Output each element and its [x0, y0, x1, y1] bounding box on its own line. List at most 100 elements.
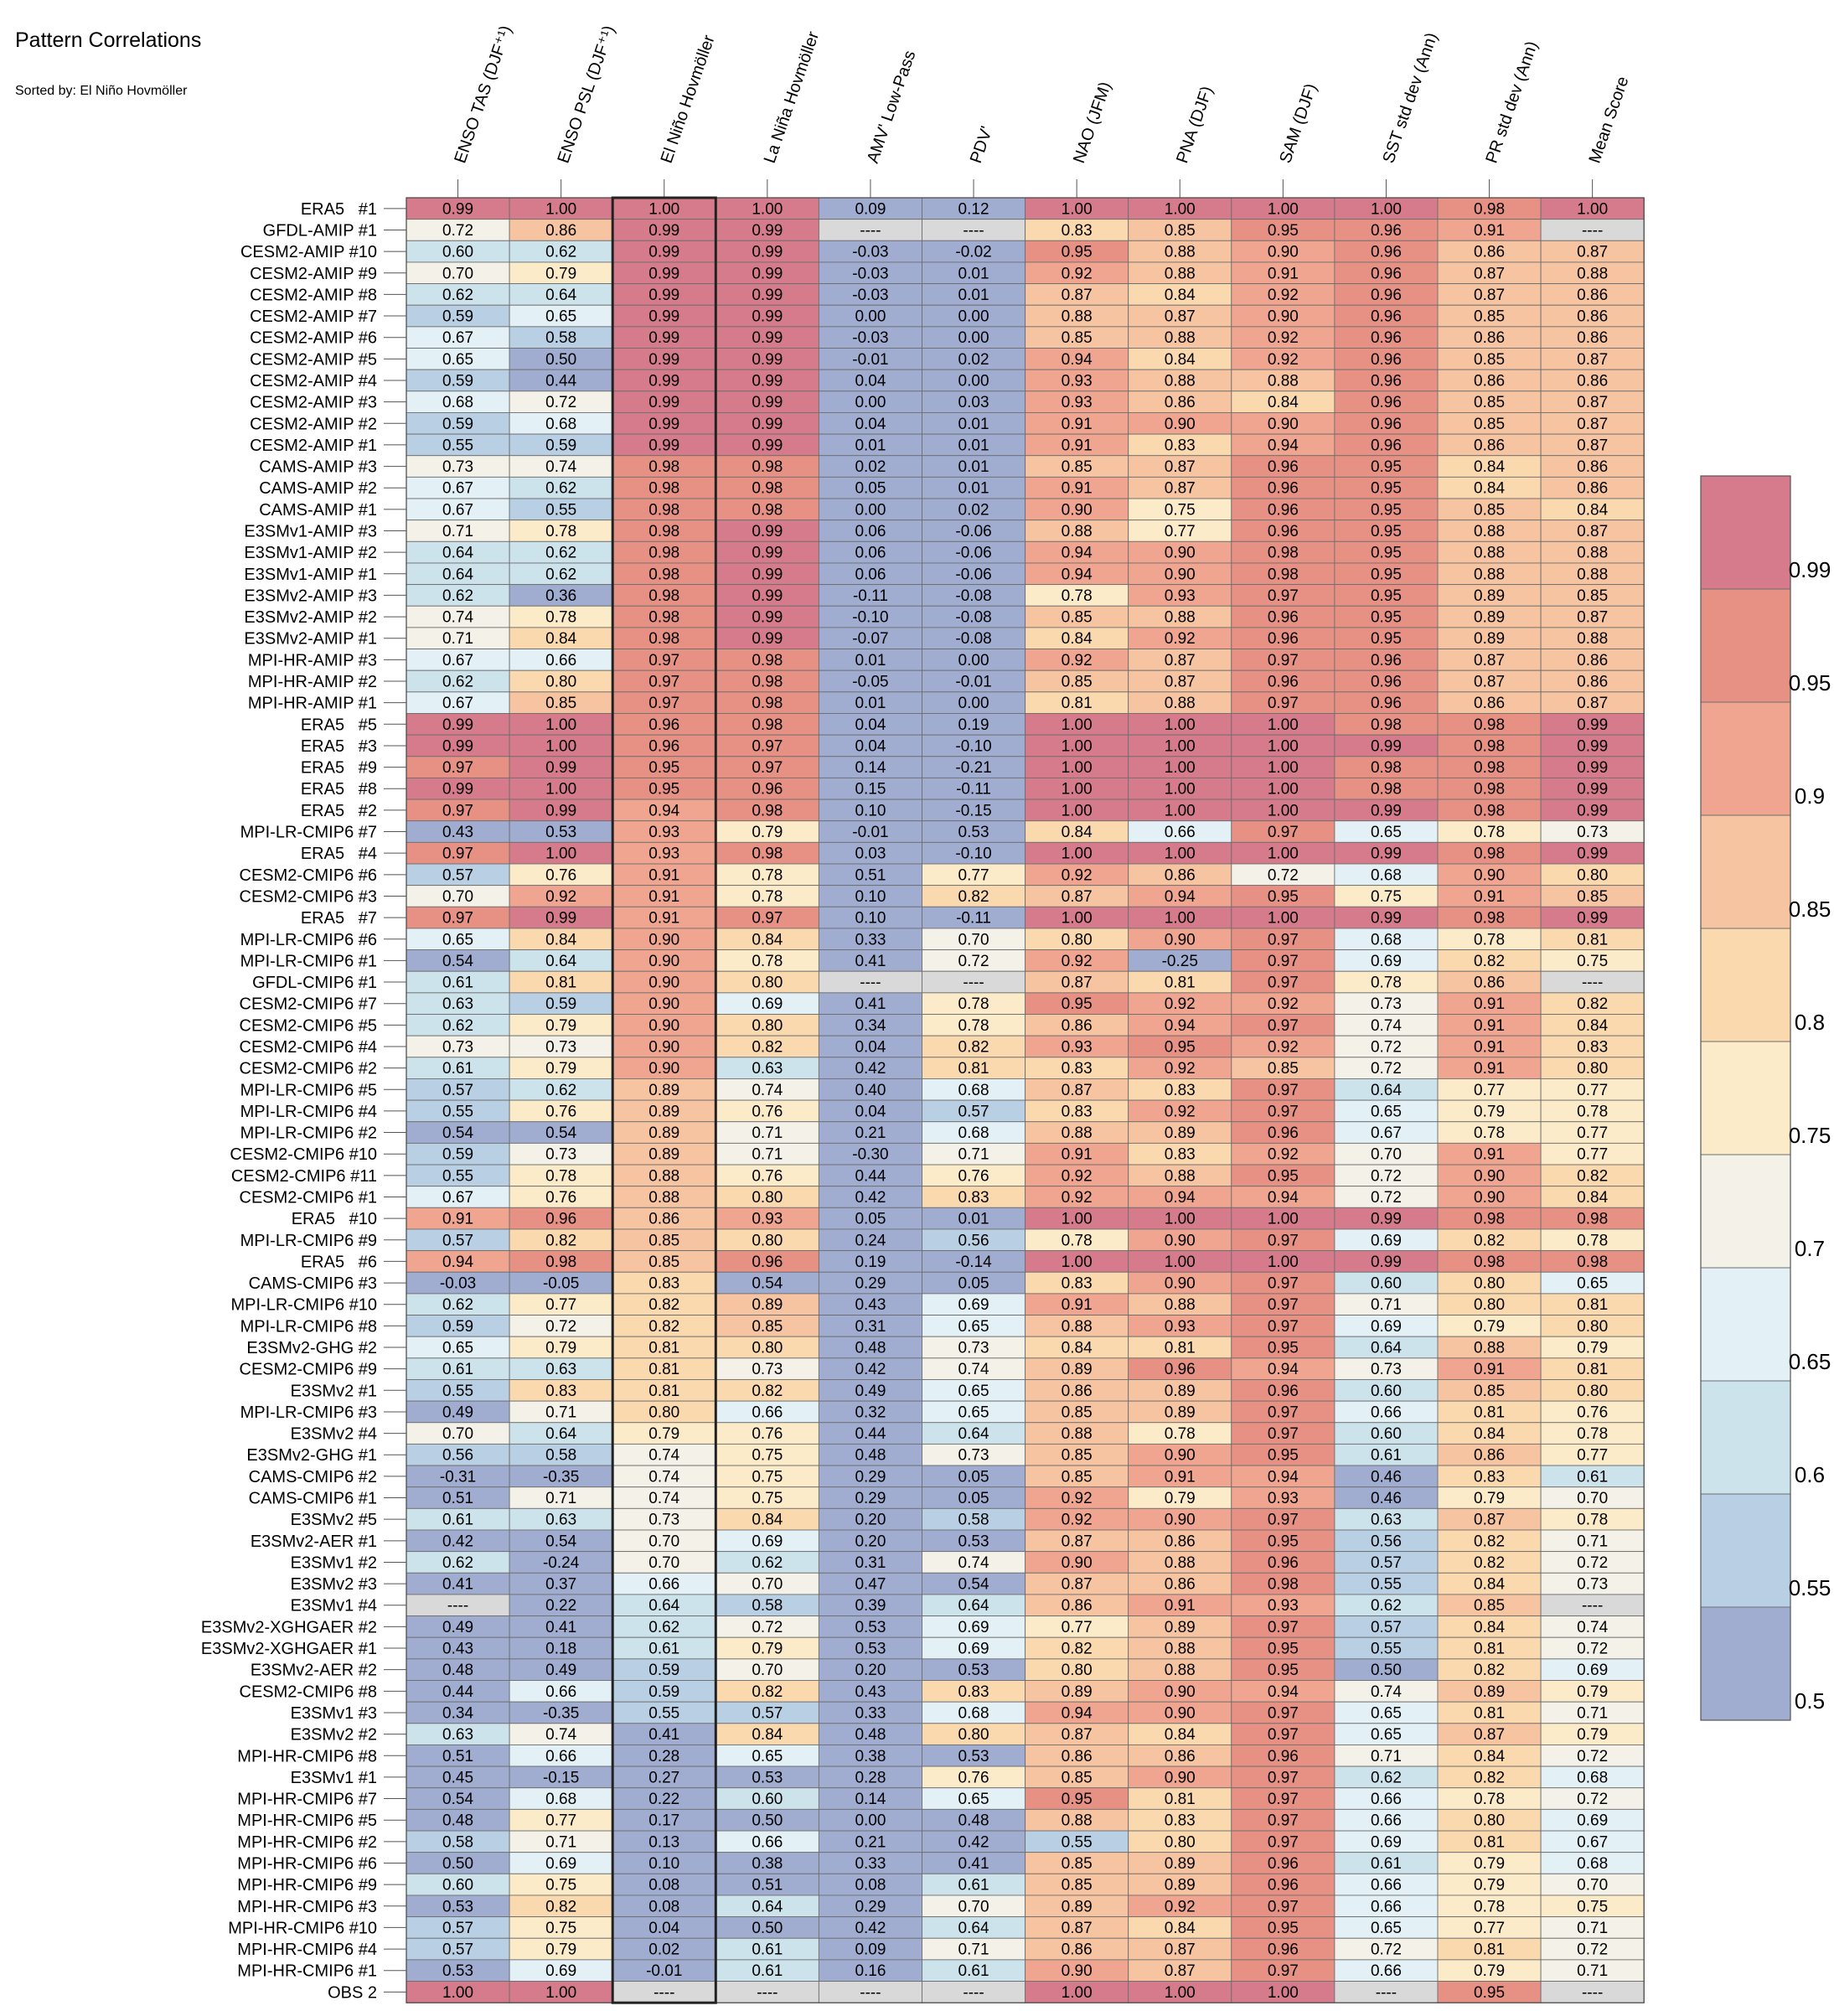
- cell-value-label: 0.99: [1577, 781, 1608, 799]
- colorbar-tick-label: 0.99: [1789, 557, 1831, 582]
- cell-value-label: 0.69: [958, 1641, 989, 1658]
- cell-value-label: 0.64: [1371, 1340, 1402, 1357]
- row-label: MPI-LR-CMIP6 #6: [240, 931, 377, 949]
- cell-value-label: 0.79: [545, 1941, 576, 1959]
- cell-value-label: ----: [447, 1597, 468, 1615]
- cell-value-label: 0.99: [752, 587, 783, 605]
- cell-value-label: 0.68: [958, 1124, 989, 1142]
- cell-value-label: 0.77: [1474, 1082, 1505, 1099]
- heatmap-cell: [1128, 1701, 1232, 1724]
- cell-value-label: ----: [1582, 974, 1603, 992]
- cell-value-label: 0.77: [958, 866, 989, 884]
- heatmap-cell: [406, 1014, 510, 1036]
- cell-value-label: 0.61: [442, 1361, 473, 1378]
- cell-value-label: 0.56: [1371, 1533, 1402, 1550]
- heatmap-cell: [1334, 1765, 1439, 1789]
- cell-value-label: 0.89: [1165, 1403, 1196, 1421]
- heatmap-cell: [406, 326, 510, 349]
- cell-value-label: 0.91: [648, 866, 679, 884]
- heatmap-cell: [818, 520, 922, 542]
- column-headers: ENSO TAS (DJF⁺¹) ENSO PSL (DJF⁺¹) El Niño …: [451, 23, 1632, 198]
- heatmap-cell: [509, 1787, 613, 1810]
- cell-value-label: 0.82: [1577, 1167, 1608, 1185]
- cell-value-label: 0.87: [1577, 523, 1608, 540]
- heatmap-cell: [406, 1873, 510, 1896]
- heatmap-cell: [612, 390, 716, 413]
- cell-value-label: 0.86: [1165, 1533, 1196, 1550]
- cell-value-label: 0.62: [648, 1619, 679, 1636]
- row-label: E3SMv1 #4: [291, 1597, 377, 1615]
- heatmap-cell: [406, 928, 510, 951]
- heatmap-cell: [715, 1873, 819, 1896]
- cell-value-label: 0.98: [752, 458, 783, 476]
- heatmap-cell: [1128, 1723, 1232, 1745]
- heatmap-cell: [1025, 1099, 1129, 1123]
- cell-value-label: 0.85: [1474, 351, 1505, 369]
- cell-value-label: 0.62: [545, 545, 576, 562]
- row-label: E3SMv2-XGHGAER #2: [201, 1618, 377, 1636]
- cell-value-label: 0.41: [855, 953, 886, 970]
- heatmap-cell: [1128, 669, 1232, 693]
- row-label: ERA5 #2: [301, 802, 377, 820]
- heatmap-cell: [1231, 1830, 1335, 1853]
- cell-value-label: 0.06: [855, 545, 886, 562]
- cell-value-label: 0.78: [1577, 1425, 1608, 1443]
- cell-value-label: 0.78: [545, 523, 576, 540]
- heatmap-cell: [922, 1808, 1026, 1832]
- cell-value-label: 0.93: [1268, 1490, 1299, 1507]
- cell-value-label: 0.93: [1062, 394, 1093, 411]
- cell-value-label: 0.86: [1062, 1017, 1093, 1035]
- cell-value-label: 0.80: [1474, 1812, 1505, 1830]
- cell-value-label: 0.99: [752, 545, 783, 562]
- cell-value-label: 0.01: [855, 695, 886, 712]
- cell-value-label: 0.62: [545, 244, 576, 261]
- heatmap-cell: [1437, 1164, 1542, 1187]
- cell-value-label: 0.86: [648, 1211, 679, 1228]
- heatmap-cell: [715, 1186, 819, 1208]
- cell-value-label: 0.05: [855, 1211, 886, 1228]
- heatmap-cell: [1128, 584, 1232, 607]
- heatmap-cell: [509, 1099, 613, 1123]
- heatmap-cell: [406, 1830, 510, 1853]
- cell-value-label: 0.83: [958, 1189, 989, 1207]
- heatmap-cell: [922, 498, 1026, 521]
- cell-value-label: 0.81: [648, 1340, 679, 1357]
- row-label: CESM2-AMIP #3: [250, 394, 377, 412]
- heatmap-cell: [1231, 412, 1335, 435]
- cell-value-label: 0.77: [1577, 1082, 1608, 1099]
- row-label: E3SMv2-AMIP #1: [244, 630, 377, 649]
- heatmap-cell: [1025, 885, 1129, 907]
- heatmap-cell: [509, 799, 613, 822]
- colorbar-swatch: [1700, 928, 1791, 1042]
- cell-value-label: 1.00: [1062, 845, 1093, 863]
- cell-value-label: ----: [860, 1984, 881, 2002]
- cell-value-label: 0.60: [1371, 1275, 1402, 1293]
- cell-value-label: -0.11: [853, 587, 888, 605]
- heatmap-cell: [1334, 1293, 1439, 1316]
- cell-value-label: 0.65: [442, 1340, 473, 1357]
- cell-value-label: 0.44: [545, 372, 576, 390]
- heatmap-cell: [509, 1529, 613, 1553]
- heatmap-cell: [1437, 1293, 1542, 1316]
- cell-value-label: 0.82: [958, 888, 989, 906]
- cell-value-label: 0.96: [1268, 1748, 1299, 1765]
- heatmap-cell: [818, 455, 922, 478]
- cell-value-label: 0.82: [648, 1296, 679, 1314]
- cell-value-label: 0.86: [1474, 372, 1505, 390]
- cell-value-label: 0.89: [1165, 1855, 1196, 1873]
- cell-value-label: 0.87: [1165, 1962, 1196, 1980]
- row-label: CESM2-CMIP6 #3: [240, 887, 378, 906]
- cell-value-label: 0.91: [1062, 437, 1093, 454]
- cell-value-label: 0.81: [648, 1361, 679, 1378]
- cell-value-label: 0.48: [442, 1812, 473, 1830]
- cell-value-label: 0.59: [545, 995, 576, 1013]
- heatmap-cell: [1437, 197, 1542, 220]
- row-label: CESM2-CMIP6 #4: [240, 1038, 378, 1057]
- cell-value-label: 0.50: [752, 1920, 783, 1937]
- cell-value-label: 0.83: [1062, 1060, 1093, 1078]
- heatmap-cell: [406, 1658, 510, 1681]
- row-label: MPI-LR-CMIP6 #1: [240, 952, 377, 970]
- cell-value-label: 0.80: [1474, 1275, 1505, 1293]
- cell-value-label: 0.97: [752, 759, 783, 777]
- heatmap-cell: [612, 520, 716, 542]
